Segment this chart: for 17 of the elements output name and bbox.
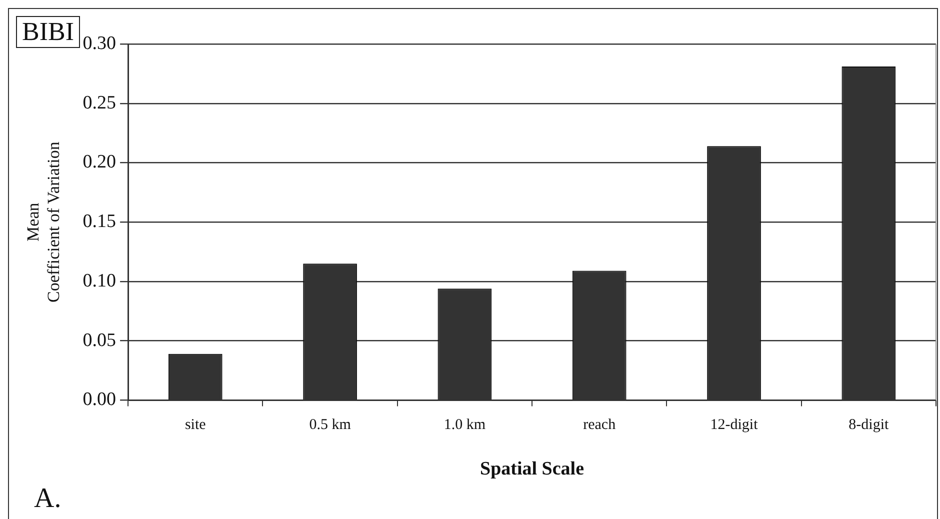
y-tick-label: 0.20	[82, 152, 116, 173]
y-tick-label: 0.10	[82, 270, 116, 292]
text: BIBI	[16, 16, 80, 48]
y-tick-label: 0.15	[82, 211, 116, 232]
y-tick-label: 0.30	[82, 32, 116, 54]
x-tick-label: reach	[583, 417, 616, 434]
x-tick-label: 1.0 km	[444, 417, 486, 434]
y-tick-label: 0.25	[82, 92, 116, 114]
y-tick-label: 0.00	[82, 389, 116, 410]
x-tick-label: 12-digit	[710, 417, 759, 434]
x-tick-label: site	[184, 417, 206, 434]
text: A.	[34, 483, 62, 514]
x-tick-label: 8-digit	[848, 417, 890, 434]
x-axis-title: Spatial Scale	[480, 458, 584, 480]
y-tick-label: 0.05	[82, 330, 116, 351]
x-tick-label: 0.5 km	[309, 417, 352, 434]
y-axis-title: Mean Coefficient of Variation	[24, 141, 64, 303]
